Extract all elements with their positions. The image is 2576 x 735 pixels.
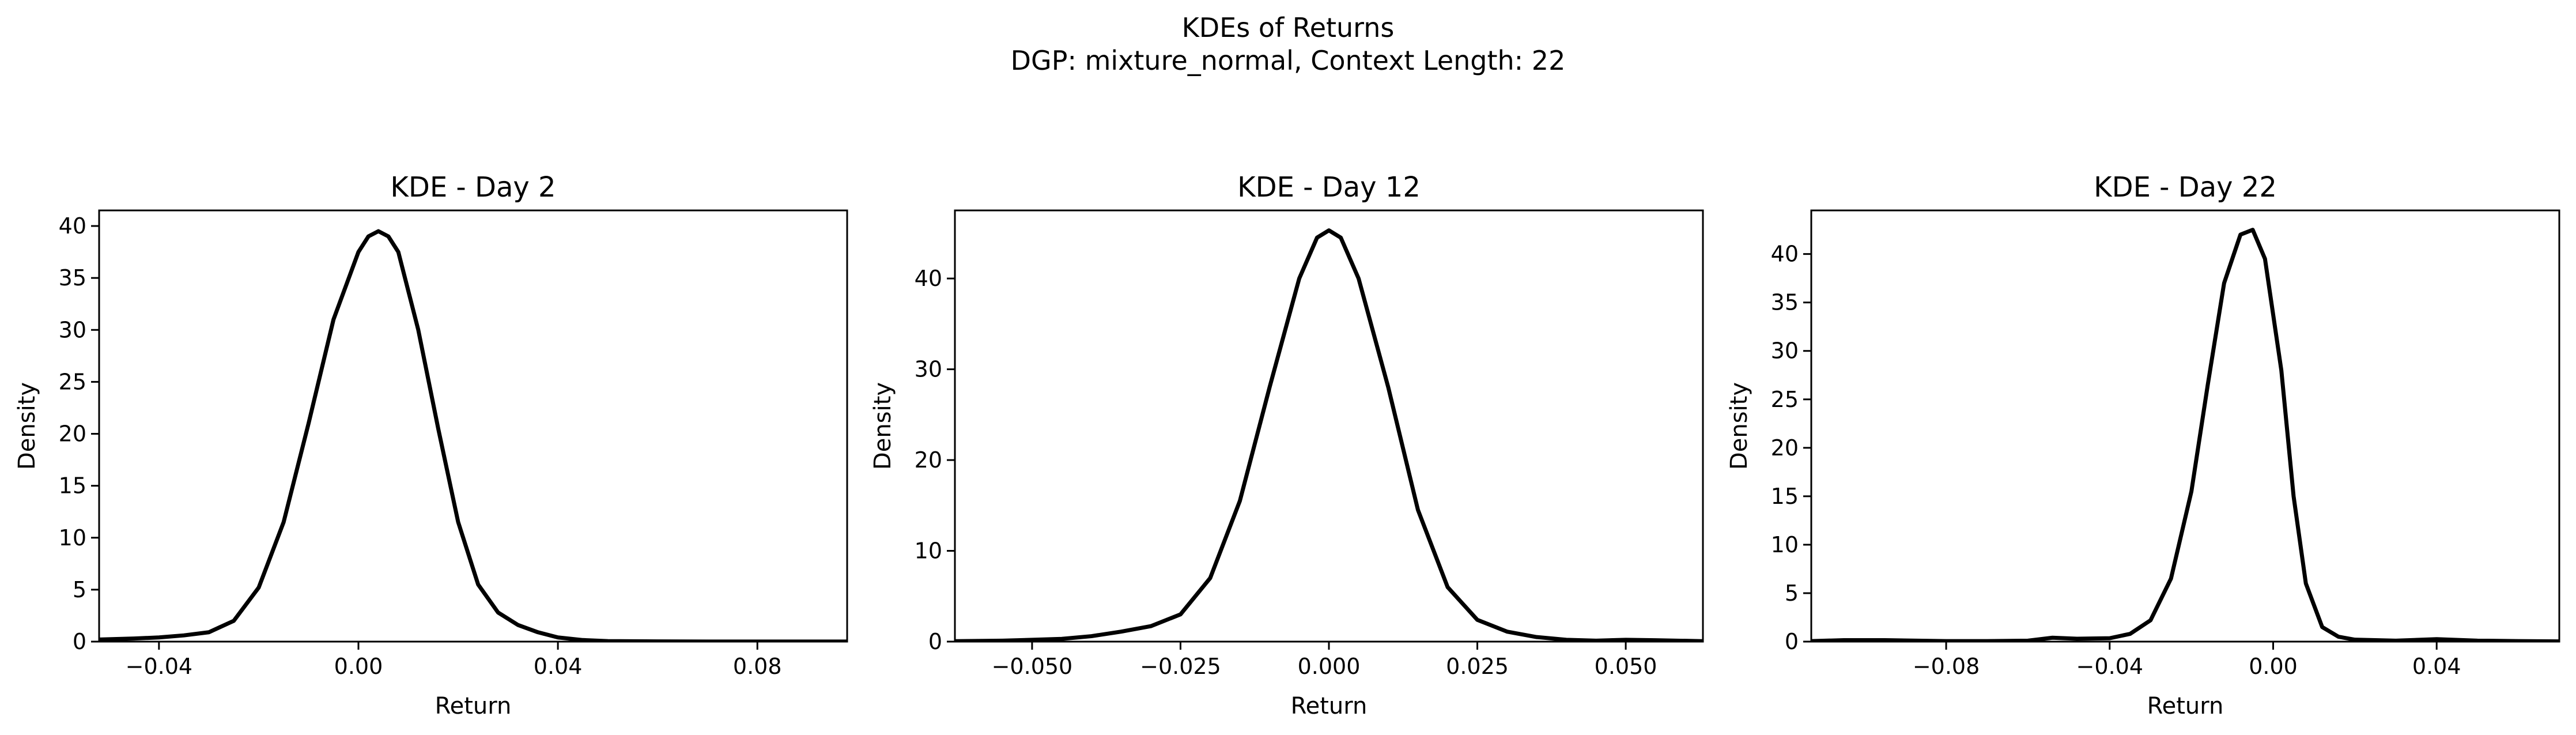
y-tick-label: 10 (915, 538, 942, 564)
y-tick-label: 10 (59, 525, 86, 551)
y-tick-label: 15 (59, 473, 86, 499)
x-axis-label: Return (1291, 693, 1368, 719)
x-tick-label: 0.000 (1298, 654, 1361, 679)
y-tick-label: 30 (1771, 338, 1799, 364)
x-tick-label: 0.08 (733, 654, 782, 679)
y-tick-label: 35 (1771, 290, 1799, 315)
y-tick-label: 0 (1785, 629, 1799, 654)
y-tick-label: 20 (915, 447, 942, 473)
x-tick-label: 0.050 (1595, 654, 1657, 679)
y-tick-label: 25 (1771, 387, 1799, 412)
subplot-grid: KDE - Day 2 −0.04 0.00 0.04 0.08 0 5 10 15 20 25 30… (14, 171, 2560, 719)
y-axis-label: Density (14, 382, 40, 470)
y-tick-label: 40 (915, 266, 942, 291)
y-tick-label: 5 (1785, 581, 1799, 606)
subplot-title: KDE - Day 2 (390, 171, 556, 203)
x-tick-label: −0.025 (1140, 654, 1221, 679)
y-tick-label: 35 (59, 265, 86, 291)
subplot-title: KDE - Day 12 (1237, 171, 1421, 203)
y-tick-label: 30 (915, 357, 942, 382)
y-tick-label: 0 (928, 629, 942, 654)
x-tick-label: 0.04 (534, 654, 583, 679)
subplot-2: KDE - Day 12 −0.050 −0.025 0.000 0.025 0.050 0… (870, 171, 1704, 719)
subplot-title: KDE - Day 22 (2094, 171, 2277, 203)
y-tick-label: 5 (73, 577, 86, 602)
x-tick-label: −0.050 (992, 654, 1073, 679)
y-tick-label: 20 (59, 421, 86, 447)
y-tick-label: 30 (59, 317, 86, 342)
x-axis-label: Return (2147, 693, 2224, 719)
x-tick-label: 0.04 (2412, 654, 2461, 679)
subplot-3: KDE - Day 22 −0.08 −0.04 0.00 0.04 0 5 10 15 20 25… (1726, 171, 2560, 719)
x-tick-label: 0.00 (2249, 654, 2298, 679)
y-axis-label: Density (870, 382, 896, 470)
x-tick-label: −0.04 (126, 654, 192, 679)
y-tick-label: 20 (1771, 435, 1799, 461)
y-tick-label: 15 (1771, 484, 1799, 509)
subplot-1: KDE - Day 2 −0.04 0.00 0.04 0.08 0 5 10 15 20 25 30… (14, 171, 848, 719)
y-tick-label: 40 (59, 213, 86, 239)
figure-title-line-2: DGP: mixture_normal, Context Length: 22 (1011, 45, 1566, 76)
x-tick-label: −0.04 (2076, 654, 2143, 679)
y-axis-label: Density (1726, 382, 1752, 470)
x-axis-label: Return (435, 693, 512, 719)
x-tick-label: 0.025 (1446, 654, 1509, 679)
y-tick-label: 10 (1771, 532, 1799, 557)
y-tick-label: 0 (73, 629, 86, 654)
plot-frame (98, 209, 848, 643)
x-tick-label: −0.08 (1913, 654, 1980, 679)
y-tick-label: 25 (59, 369, 86, 394)
y-tick-label: 40 (1771, 242, 1799, 267)
plot-frame (1810, 209, 2560, 643)
kde-curve-line (955, 228, 1703, 642)
figure-title-line-1: KDEs of Returns (1182, 12, 1395, 43)
x-tick-label: 0.00 (334, 654, 383, 679)
